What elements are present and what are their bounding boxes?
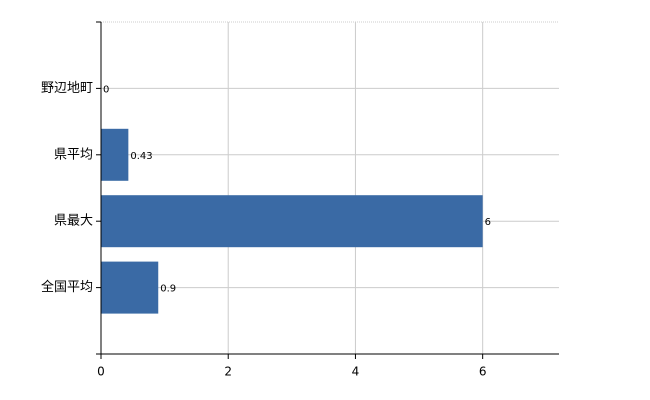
value-label: 0 [103, 84, 109, 95]
y-tick-label: 県平均 [54, 147, 93, 162]
x-tick-label: 0 [97, 365, 105, 379]
value-label: 0.43 [130, 151, 152, 162]
value-label: 0.9 [160, 284, 176, 295]
bar [101, 261, 159, 314]
y-tick-label: 全国平均 [41, 279, 93, 295]
x-tick-label: 2 [224, 365, 232, 379]
x-tick-label: 4 [352, 365, 360, 379]
y-tick-label: 県最大 [54, 214, 93, 229]
x-tick-label: 6 [479, 365, 487, 379]
value-label: 6 [485, 217, 491, 228]
bar [101, 128, 129, 181]
y-tick-label: 野辺地町 [41, 81, 93, 96]
bar [101, 195, 483, 248]
